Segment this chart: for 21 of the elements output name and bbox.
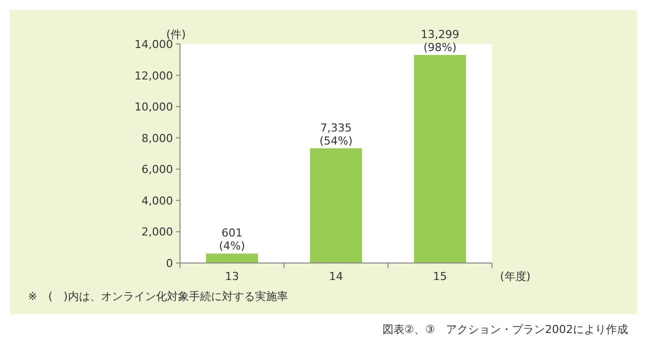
text: 図表②、③ アクション・プラン2002により作成	[382, 323, 628, 336]
y-tick-label: 12,000	[134, 69, 173, 82]
y-tick-label: 6,000	[142, 163, 173, 176]
data-label: 13,299 (98%)	[420, 28, 460, 54]
bar	[206, 254, 258, 263]
y-tick-label: 4,000	[142, 194, 173, 208]
bar	[414, 54, 466, 263]
bar	[310, 148, 362, 263]
data-label: 601 (4%)	[218, 226, 246, 253]
y-axis-title: (件)	[166, 28, 186, 41]
y-tick-label: 14,000	[134, 38, 173, 51]
text: ※ ( )内は、オンライン化対象手続に対する実施率	[28, 290, 288, 303]
y-tick-label: 2,000	[142, 226, 173, 239]
x-tick-label: 13	[225, 270, 239, 283]
x-axis-title: (年度)	[500, 270, 531, 283]
y-tick-label: 8,000	[142, 132, 173, 145]
x-tick-label: 15	[433, 270, 447, 283]
y-tick-label: 0	[166, 257, 173, 270]
y-tick-label: 10,000	[134, 100, 173, 114]
data-label: 7,335 (54%)	[319, 121, 353, 148]
x-tick-label: 14	[329, 270, 343, 283]
